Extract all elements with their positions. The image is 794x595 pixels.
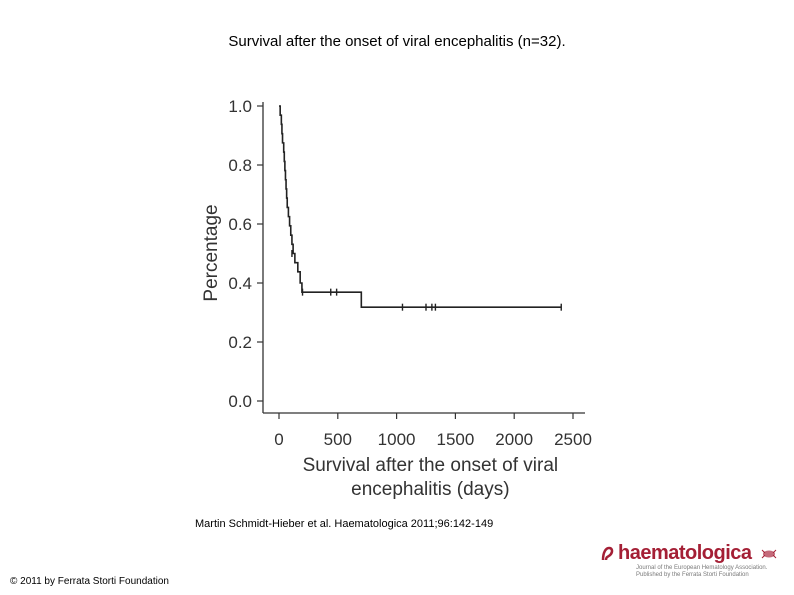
y-axis-label: Percentage	[201, 204, 222, 301]
chart-axes	[262, 102, 585, 414]
chart-axis-labels: Percentage Survival after the onset of vi…	[201, 204, 558, 500]
slide-title: Survival after the onset of viral enceph…	[228, 33, 566, 50]
logo-mark-icon	[601, 546, 614, 561]
y-tick-label: 0.0	[228, 392, 252, 411]
chart-ticks: 0.0 0.2 0.4 0.6 0.8 1.0 0 500 1000 1500 2000 2500	[228, 97, 592, 449]
x-axis-label-line1: Survival after the onset of viral	[303, 455, 559, 476]
logo-ornament-icon	[761, 549, 777, 559]
x-tick-label: 500	[324, 430, 352, 449]
x-tick-label: 2000	[495, 430, 533, 449]
copyright: © 2011 by Ferrata Storti Foundation	[10, 576, 169, 587]
x-tick-label: 1000	[378, 430, 416, 449]
y-tick-label: 1.0	[228, 97, 252, 116]
haematologica-logo: haematologica Journal of the European He…	[600, 542, 790, 578]
logo-wordmark: haematologica	[618, 542, 752, 564]
y-tick-label: 0.2	[228, 333, 252, 352]
y-tick-label: 0.4	[228, 274, 252, 293]
chart-series	[279, 105, 562, 311]
x-tick-label: 1500	[436, 430, 474, 449]
x-axis-label-line2: encephalitis (days)	[351, 479, 509, 500]
logo-subtitle: Journal of the European Hematology Assoc…	[636, 565, 768, 578]
x-tick-label: 2500	[554, 430, 592, 449]
x-tick-label: 0	[274, 430, 283, 449]
y-tick-label: 0.6	[228, 215, 252, 234]
survival-step-line	[279, 105, 562, 308]
citation: Martin Schmidt-Hieber et al. Haematologi…	[195, 518, 494, 530]
y-tick-label: 0.8	[228, 156, 252, 175]
